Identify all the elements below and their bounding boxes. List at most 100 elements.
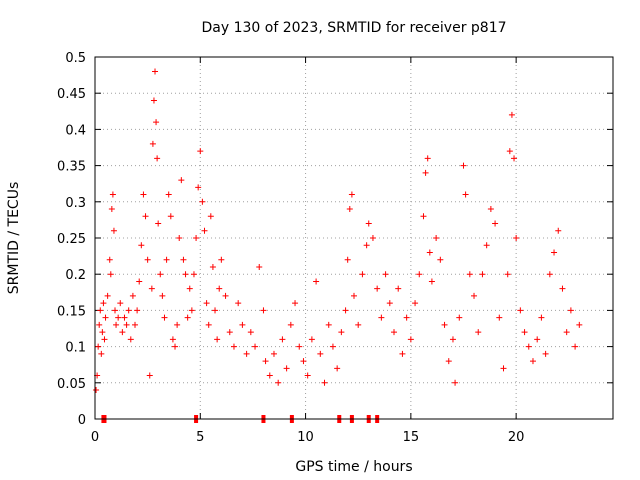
data-point	[150, 97, 157, 104]
data-point	[140, 191, 147, 198]
data-point	[112, 307, 119, 314]
data-point	[329, 343, 336, 350]
data-point	[172, 343, 179, 350]
data-point	[106, 256, 113, 263]
data-point	[212, 307, 219, 314]
data-point	[169, 336, 176, 343]
data-point	[546, 271, 553, 278]
data-point	[161, 314, 168, 321]
chart-title: Day 130 of 2023, SRMTID for receiver p81…	[201, 20, 506, 36]
data-point	[117, 300, 124, 307]
data-point	[363, 242, 370, 249]
data-point	[422, 169, 429, 176]
data-point	[125, 307, 132, 314]
data-point	[576, 321, 583, 328]
data-point	[287, 321, 294, 328]
data-point	[123, 321, 130, 328]
data-point	[296, 343, 303, 350]
y-tick-label: 0	[78, 413, 86, 428]
data-point	[235, 300, 242, 307]
x-tick-label: 10	[297, 430, 314, 445]
data-point	[378, 314, 385, 321]
data-point	[399, 350, 406, 357]
data-point	[428, 278, 435, 285]
data-point	[115, 314, 122, 321]
x-tick-label: 0	[91, 430, 99, 445]
data-point	[416, 271, 423, 278]
data-point	[374, 285, 381, 292]
y-axis-title: SRMTID / TECUs	[6, 182, 22, 295]
data-point	[369, 235, 376, 241]
data-point	[252, 343, 259, 350]
data-point	[559, 285, 566, 292]
data-point	[184, 314, 191, 321]
data-point	[517, 307, 524, 314]
data-point	[214, 336, 221, 343]
data-point	[247, 329, 254, 336]
data-point	[365, 220, 372, 227]
data-point	[506, 148, 513, 155]
data-point	[492, 220, 499, 227]
data-point	[110, 227, 117, 234]
data-point	[567, 307, 574, 314]
data-point	[466, 271, 473, 278]
data-point	[121, 314, 128, 321]
data-point	[222, 292, 229, 299]
data-point	[129, 292, 136, 299]
data-point	[483, 242, 490, 249]
data-point	[178, 177, 185, 184]
data-point	[188, 307, 195, 314]
data-point	[186, 285, 193, 292]
y-tick-label: 0.45	[57, 87, 86, 102]
ticks-layer: 0 0.05 0.1 0.15 0.2 0.25 0.3 0.35 0.4 0.45 0.5 0 5 10…	[57, 51, 613, 445]
data-point	[460, 162, 467, 169]
data-point	[98, 350, 105, 357]
data-point	[148, 285, 155, 292]
data-point	[197, 148, 204, 155]
x-tick-label: 5	[196, 430, 204, 445]
data-point	[403, 314, 410, 321]
data-point	[325, 321, 332, 328]
data-point	[542, 350, 549, 357]
data-point	[504, 271, 511, 278]
data-point	[563, 329, 570, 336]
y-tick-label: 0.35	[57, 160, 86, 175]
data-point	[95, 343, 102, 350]
data-point	[104, 292, 111, 299]
data-point	[96, 321, 103, 328]
data-point	[359, 271, 366, 278]
data-point	[113, 321, 120, 328]
data-point	[127, 336, 134, 343]
data-point	[149, 140, 156, 147]
y-tick-label: 0.5	[65, 51, 86, 66]
data-point	[344, 256, 351, 263]
data-point	[155, 220, 162, 227]
data-point	[456, 314, 463, 321]
data-point	[99, 329, 106, 336]
data-point	[433, 235, 440, 241]
data-point	[572, 343, 579, 350]
data-point	[239, 321, 246, 328]
data-point	[262, 358, 269, 365]
data-point	[256, 263, 263, 270]
data-point	[513, 235, 520, 241]
data-point	[521, 329, 528, 336]
data-point	[511, 155, 518, 162]
data-point	[351, 292, 357, 299]
data-point	[154, 155, 161, 162]
data-point	[525, 343, 532, 350]
data-point	[132, 321, 139, 328]
data-point	[500, 365, 507, 372]
y-tick-label: 0.15	[57, 304, 86, 319]
data-point	[138, 242, 145, 249]
data-point	[182, 271, 189, 278]
data-point	[382, 271, 389, 278]
x-tick-label: 15	[403, 430, 420, 445]
data-point	[163, 256, 170, 263]
data-point	[508, 111, 515, 118]
y-tick-label: 0.25	[57, 232, 86, 247]
data-point	[144, 256, 151, 263]
data-point	[100, 300, 107, 307]
data-point	[174, 321, 181, 328]
